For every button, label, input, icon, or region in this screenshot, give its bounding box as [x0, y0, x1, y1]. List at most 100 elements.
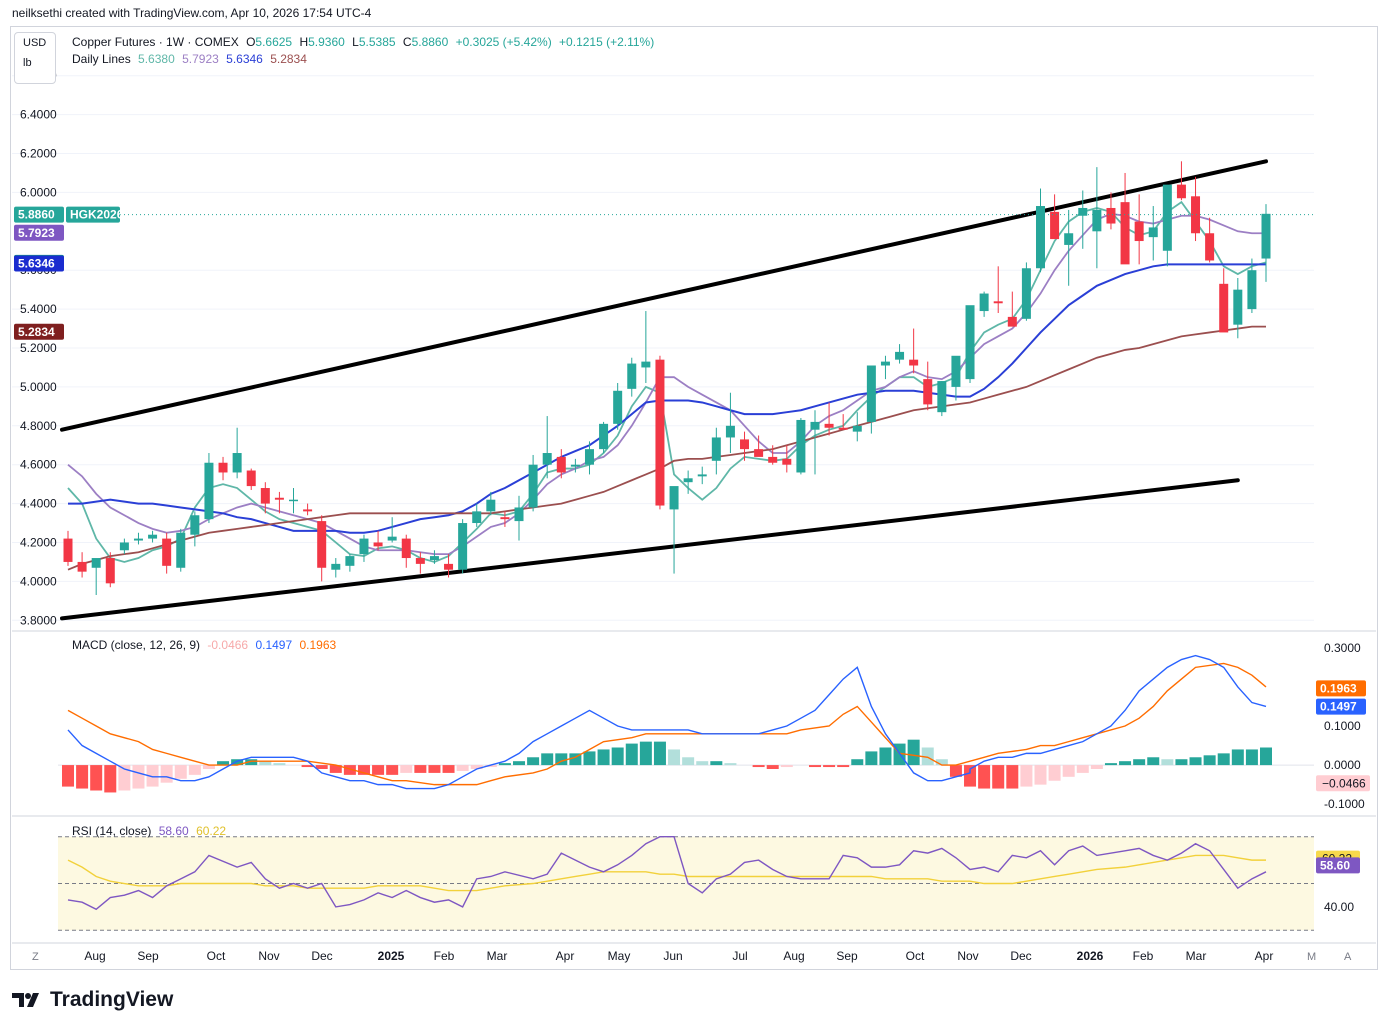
tradingview-logo-icon: [12, 991, 44, 1009]
macd-histogram-bar: [1175, 759, 1187, 765]
ma-line-0: [68, 202, 1266, 562]
macd-histogram-bar: [76, 765, 88, 788]
macd-histogram-bar: [1218, 753, 1230, 765]
brown-ma-tag: 5.2834: [18, 325, 55, 339]
ma-line-2: [68, 264, 1266, 532]
line-val-purple: 5.7923: [182, 52, 219, 66]
candle-body: [1135, 222, 1144, 241]
m-button[interactable]: M: [1307, 951, 1316, 963]
candle-body: [303, 509, 312, 511]
candle-body: [64, 539, 73, 562]
change-value-2: +0.1215 (+2.11%): [559, 35, 654, 49]
macd-histogram-bar: [865, 751, 877, 765]
macd-tick-label: 0.0000: [1324, 758, 1361, 772]
candle-body: [190, 515, 199, 534]
macd-hist-tag: −0.0466: [1322, 776, 1366, 790]
candle-body: [839, 428, 848, 430]
price-tick-label: 4.2000: [20, 535, 57, 549]
time-tick-label: 2026: [1077, 949, 1104, 963]
time-tick-label: Aug: [783, 949, 804, 963]
candle-body: [219, 463, 228, 473]
candle-body: [1247, 270, 1256, 309]
rsi-tag: 58.60: [1320, 858, 1350, 872]
macd-histogram-bar: [1091, 765, 1103, 769]
rsi-pane: 40.0060.22: [58, 837, 1360, 931]
unit-selector[interactable]: USD lb: [14, 32, 56, 84]
time-tick-label: Nov: [258, 949, 279, 963]
moving-averages: [68, 202, 1266, 570]
candle-body: [726, 426, 735, 438]
candle-body: [923, 379, 932, 404]
rsi-legend: RSI (14, close) 58.60 60.22: [72, 824, 230, 838]
auto-scale-button[interactable]: A: [1344, 951, 1351, 963]
candle-body: [599, 424, 608, 449]
candle-body: [937, 381, 946, 412]
macd-histogram-bar: [668, 749, 680, 765]
time-tick-label: Feb: [1133, 949, 1154, 963]
macd-histogram-bar: [1105, 763, 1117, 765]
currency-label: USD: [15, 33, 55, 53]
macd-histogram-bar: [457, 765, 469, 771]
candle-body: [712, 437, 721, 460]
candle-body: [500, 517, 509, 519]
macd-histogram-bar: [104, 765, 116, 792]
candles: [64, 161, 1315, 595]
price-axis: 3.80004.00004.20004.40004.60004.80005.00…: [20, 69, 57, 628]
candle-body: [176, 533, 185, 568]
macd-tick-label: 0.1000: [1324, 719, 1361, 733]
candle-body: [627, 364, 636, 389]
candle-body: [1092, 210, 1101, 231]
candle-body: [543, 453, 552, 465]
candle-body: [416, 558, 425, 564]
time-tick-label: Sep: [836, 949, 858, 963]
time-tick-label: 2025: [378, 949, 405, 963]
macd-pane: -0.10000.00000.10000.3000−0.0466: [58, 641, 1370, 811]
macd-line-tag: 0.1497: [1320, 700, 1357, 714]
candle-body: [120, 542, 129, 550]
candle-body: [768, 457, 777, 463]
macd-histogram-bar: [992, 765, 1004, 788]
zoom-z-button[interactable]: Z: [32, 951, 39, 963]
price-tick-label: 6.0000: [20, 185, 57, 199]
time-tick-label: Feb: [434, 949, 455, 963]
time-tick-label: Oct: [207, 949, 226, 963]
candle-body: [275, 498, 284, 500]
symbol-title: Copper Futures · 1W · COMEX: [72, 35, 239, 49]
lines-legend: Daily Lines 5.6380 5.7923 5.6346 5.2834: [72, 52, 311, 66]
candle-body: [1106, 208, 1115, 224]
price-tick-label: 6.4000: [20, 108, 57, 122]
macd-histogram-bar: [1020, 765, 1032, 787]
candle-body: [204, 463, 213, 519]
macd-histogram-bar: [837, 765, 849, 767]
macd-histogram-bar: [273, 763, 285, 765]
macd-histogram-bar: [1006, 765, 1018, 788]
candle-body: [909, 360, 918, 366]
macd-tick-label: 0.3000: [1324, 641, 1361, 655]
candle-body: [162, 539, 171, 566]
open-value: 5.6625: [255, 35, 292, 49]
brand-logo: TradingView: [12, 988, 173, 1012]
price-tick-label: 6.2000: [20, 147, 57, 161]
close-value: 5.8860: [412, 35, 449, 49]
macd-histogram-bar: [598, 749, 610, 765]
macd-histogram-bar: [443, 765, 455, 773]
macd-histogram-bar: [724, 763, 736, 765]
macd-histogram-bar: [1034, 765, 1046, 785]
candle-body: [78, 562, 87, 572]
candle-body: [557, 457, 566, 473]
price-labels: 5.8860HGK20265.79235.63805.63465.28340.1…: [14, 207, 1366, 874]
line-val-brown: 5.2834: [270, 52, 307, 66]
brand-name: TradingView: [50, 988, 173, 1012]
candle-body: [261, 488, 270, 504]
macd-histogram-bar: [527, 757, 539, 765]
macd-histogram-bar: [682, 757, 694, 765]
macd-histogram-bar: [189, 765, 201, 775]
candle-body: [853, 426, 862, 432]
candle-body: [698, 474, 707, 476]
candle-body: [486, 500, 495, 512]
candle-body: [1121, 202, 1130, 264]
macd-histogram-bar: [753, 765, 765, 767]
candle-body: [966, 305, 975, 379]
candle-body: [867, 366, 876, 422]
